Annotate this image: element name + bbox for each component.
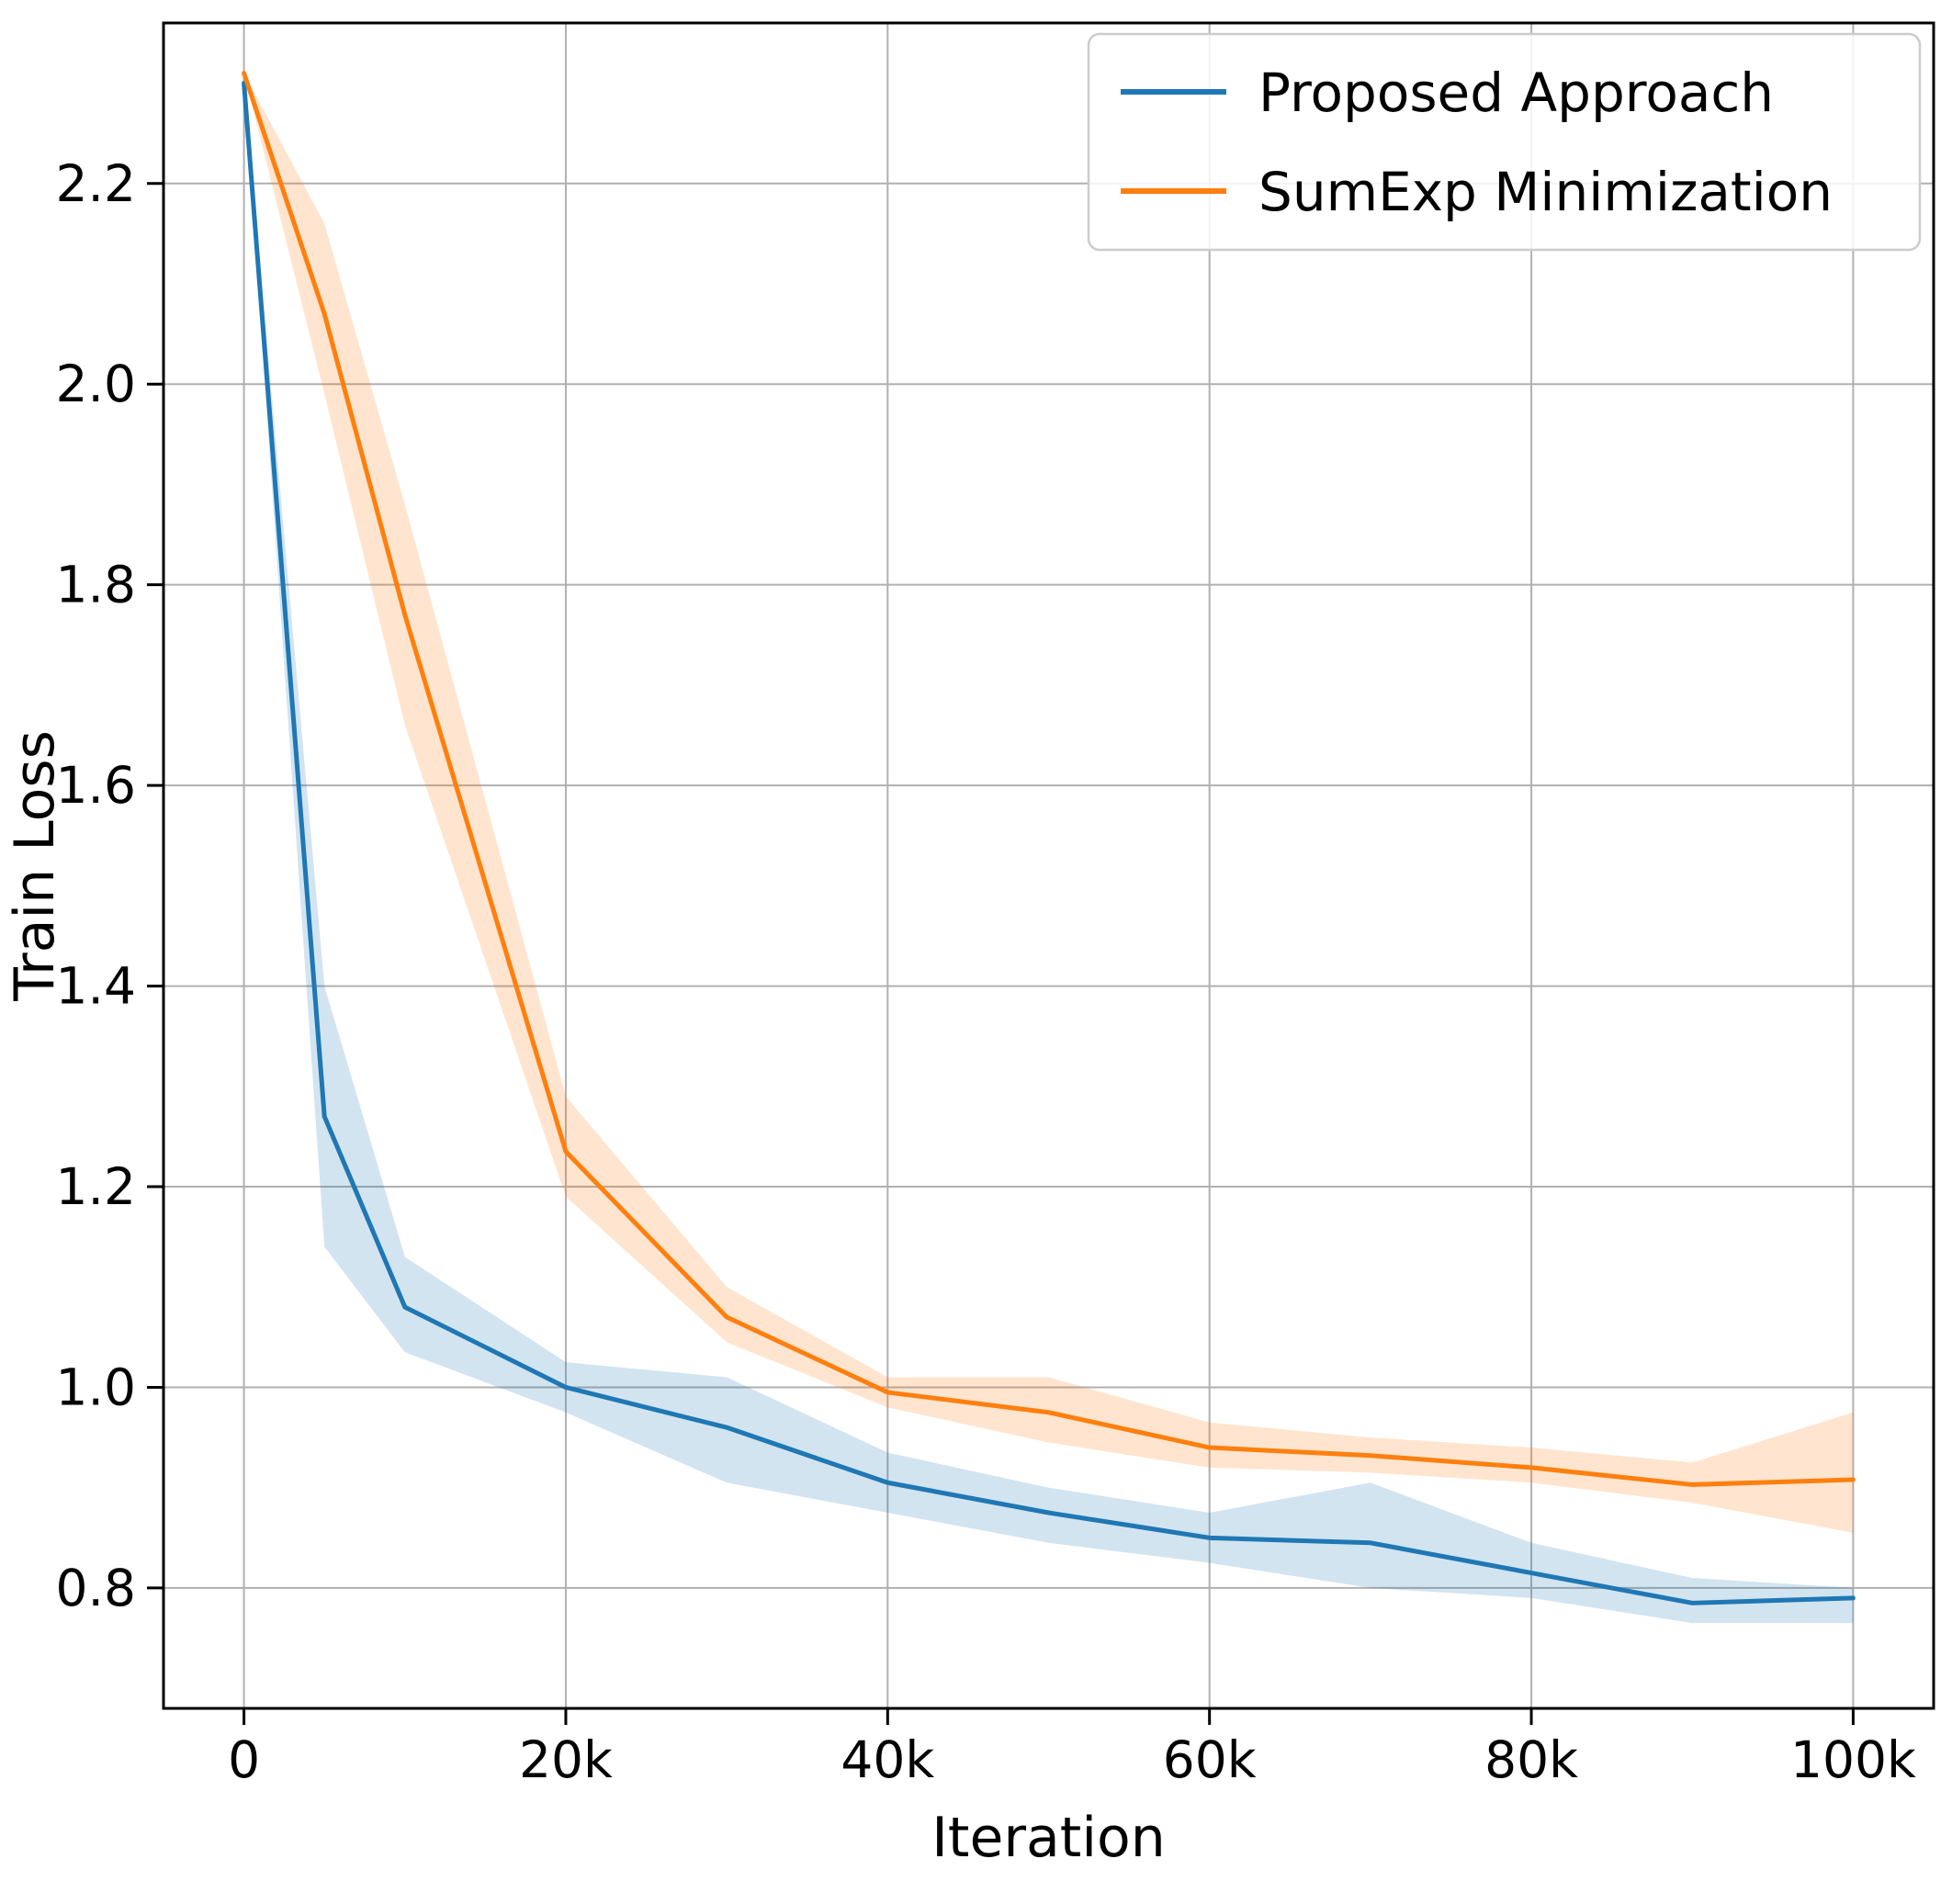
x-tick-label: 100k (1790, 1730, 1916, 1789)
x-tick-label: 80k (1484, 1730, 1578, 1789)
legend-box (1087, 32, 1922, 252)
x-tick-label: 20k (519, 1730, 613, 1789)
x-tick-label: 60k (1163, 1730, 1257, 1789)
y-tick-label: 2.2 (56, 154, 136, 213)
y-axis-label: Train Loss (3, 730, 67, 1002)
x-tick-label: 0 (228, 1730, 260, 1789)
legend-label-1: SumExp Minimization (1258, 161, 1833, 223)
y-tick-label: 1.0 (56, 1358, 136, 1416)
legend-label-0: Proposed Approach (1258, 62, 1774, 124)
series-line-0 (242, 81, 1856, 1605)
x-axis-label: Iteration (931, 1806, 1166, 1870)
y-tick-label: 0.8 (56, 1559, 136, 1617)
y-tick-label: 1.2 (56, 1157, 136, 1216)
y-tick-label: 1.8 (56, 556, 136, 614)
y-tick-label: 2.0 (56, 355, 136, 413)
series-line-1 (242, 71, 1856, 1487)
y-tick-label: 1.6 (56, 756, 136, 815)
x-tick-label: 40k (841, 1730, 934, 1789)
y-tick-label: 1.4 (56, 957, 136, 1016)
axes-frame (162, 21, 1935, 1710)
plot-area (164, 23, 1934, 1708)
